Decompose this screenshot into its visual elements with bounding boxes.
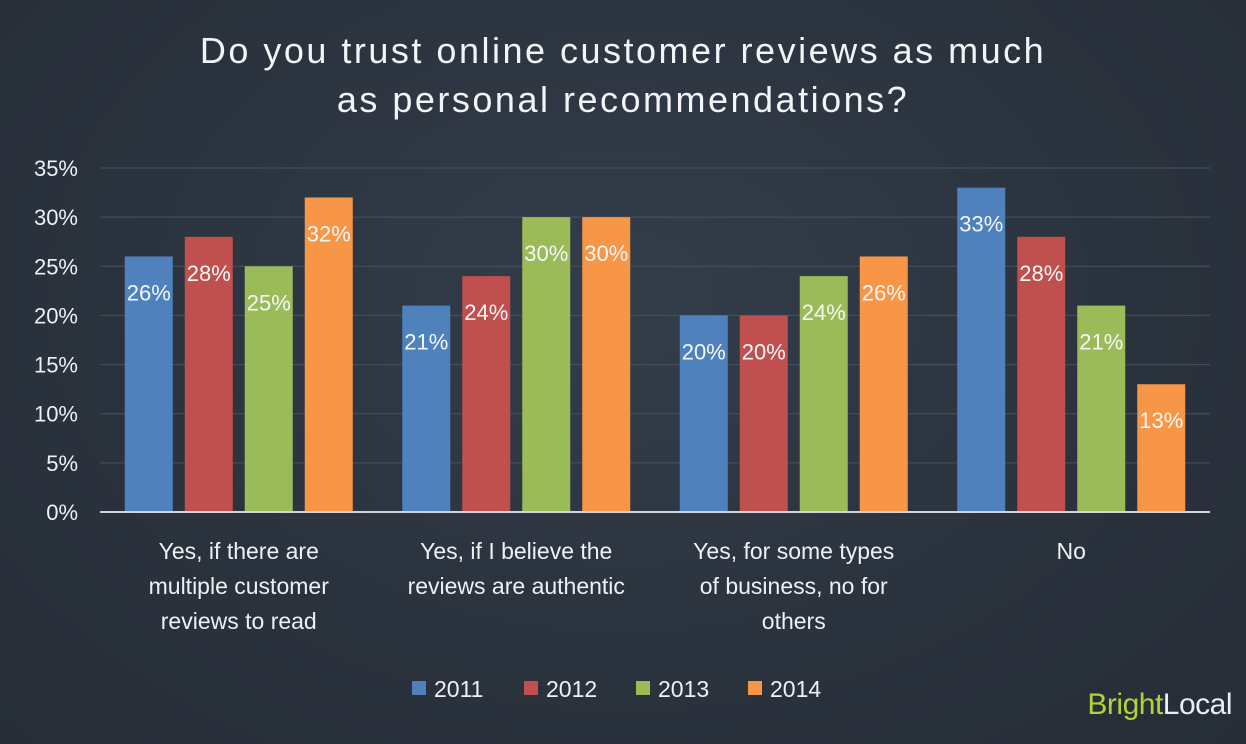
data-label: 20% [742,339,786,364]
y-tick-label: 35% [34,156,78,181]
data-label: 28% [1019,261,1063,286]
category-label: reviews are authentic [408,573,625,599]
legend-label-2013: 2013 [658,676,709,702]
category-label: others [762,608,826,634]
bar-2014 [859,256,908,512]
legend-swatch-2011 [412,681,426,695]
legend-label-2014: 2014 [770,676,821,702]
logo-local: Local [1162,688,1233,721]
data-label: 20% [682,339,726,364]
category-label: multiple customer [149,573,330,599]
logo-bright: Bright [1087,688,1163,721]
legend-swatch-2013 [636,681,650,695]
bar-2011 [679,315,728,512]
data-label: 32% [307,221,351,246]
legend-label-2012: 2012 [546,676,597,702]
bar-2013 [799,276,848,512]
legend-swatch-2014 [748,681,762,695]
bar-2014 [304,197,353,512]
category-label: reviews to read [161,608,317,634]
brightlocal-logo: BrightLocal [1087,688,1232,722]
chart-title-line-2: as personal recommendations? [337,79,909,120]
data-label: 26% [127,280,171,305]
y-tick-label: 20% [34,303,78,328]
category-label: Yes, if there are [159,538,319,564]
bar-2012 [739,315,788,512]
y-tick-label: 0% [46,500,78,525]
y-tick-label: 30% [34,205,78,230]
data-label: 30% [524,241,568,266]
data-label: 13% [1139,408,1183,433]
y-tick-label: 15% [34,353,78,378]
data-label: 21% [404,330,448,355]
category-label: Yes, for some types [693,538,894,564]
data-label: 28% [187,261,231,286]
legend-swatch-2012 [524,681,538,695]
category-label: No [1057,538,1086,564]
y-tick-label: 10% [34,402,78,427]
bar-2012 [462,276,511,512]
bar-2014 [1137,384,1186,512]
data-label: 21% [1079,330,1123,355]
chart-title-line-1: Do you trust online customer reviews as … [200,30,1046,71]
bar-2013 [522,217,571,512]
bar-2012 [184,236,233,513]
legend-label-2011: 2011 [434,676,483,702]
bar-2012 [1017,236,1066,513]
data-label: 26% [862,280,906,305]
category-label: Yes, if I believe the [420,538,612,564]
category-label: of business, no for [700,573,888,599]
bar-2011 [957,187,1006,512]
bar-2011 [402,305,451,512]
bar-2014 [582,217,631,512]
data-label: 30% [584,241,628,266]
bar-2013 [1077,305,1126,512]
data-label: 24% [464,300,508,325]
data-label: 33% [959,212,1003,237]
bar-2013 [244,266,293,512]
bar-2011 [124,256,173,512]
data-label: 25% [247,290,291,315]
y-tick-label: 5% [46,451,78,476]
data-label: 24% [802,300,846,325]
y-tick-label: 25% [34,254,78,279]
